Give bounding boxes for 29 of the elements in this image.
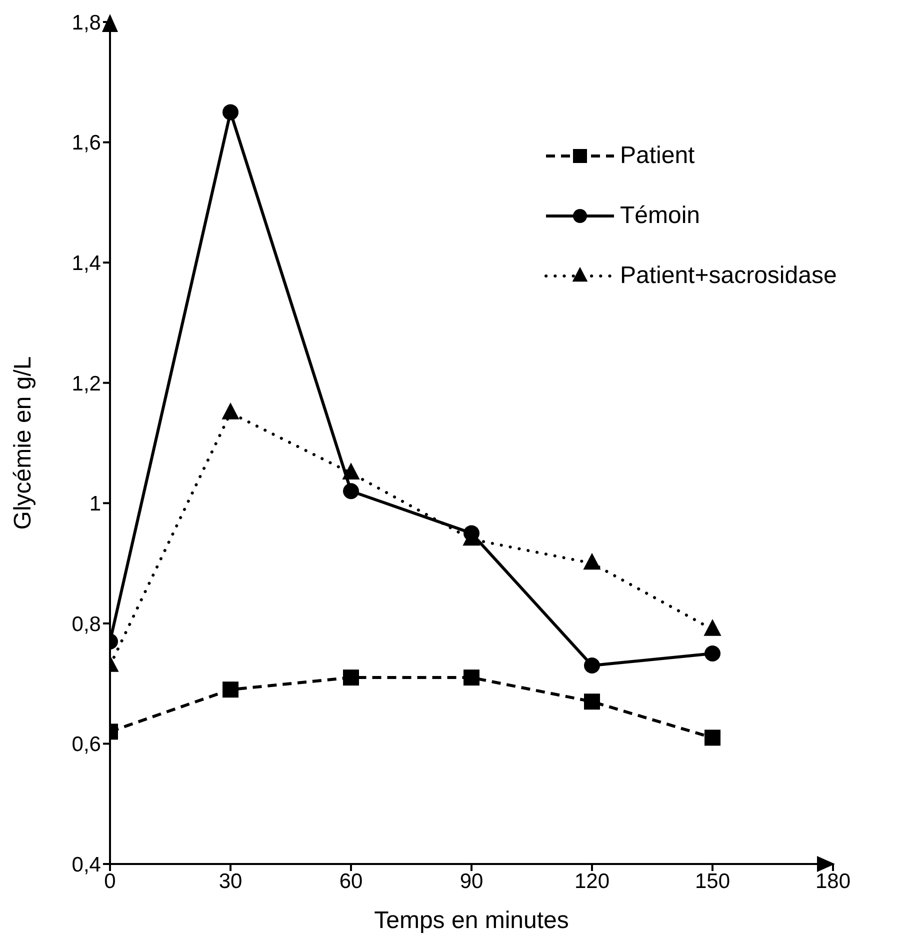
x-tick-label: 60	[339, 870, 363, 893]
point	[222, 682, 238, 698]
y-tick-label: 1,6	[72, 132, 101, 155]
y-tick-label: 1,8	[72, 11, 101, 34]
x-tick-label: 120	[574, 870, 610, 893]
x-axis-title: Temps en minutes	[374, 907, 569, 934]
y-tick-label: 0,4	[72, 853, 102, 876]
legend-label: Patient+sacrosidase	[620, 262, 837, 290]
point	[584, 658, 600, 674]
x-tick-label: 90	[460, 870, 484, 893]
x-tick-label: 0	[104, 870, 116, 893]
legend-label: Témoin	[620, 202, 700, 230]
point	[584, 694, 600, 710]
y-tick-label: 1	[89, 492, 101, 516]
point	[464, 670, 480, 686]
point	[704, 730, 720, 746]
point	[343, 483, 359, 500]
y-axis-title: Glycémie en g/L	[10, 356, 37, 530]
x-tick-label: 30	[218, 870, 242, 893]
y-tick-label: 1,2	[72, 372, 101, 396]
x-tick-label: 180	[815, 870, 851, 893]
x-tick-label: 150	[694, 870, 730, 893]
legend-label: Patient	[620, 142, 695, 170]
y-tick-label: 1,4	[72, 252, 102, 276]
y-tick-label: 0,6	[72, 733, 101, 756]
y-tick-label: 0,8	[72, 612, 101, 636]
point	[343, 670, 359, 686]
point	[704, 646, 720, 662]
point	[222, 104, 238, 120]
